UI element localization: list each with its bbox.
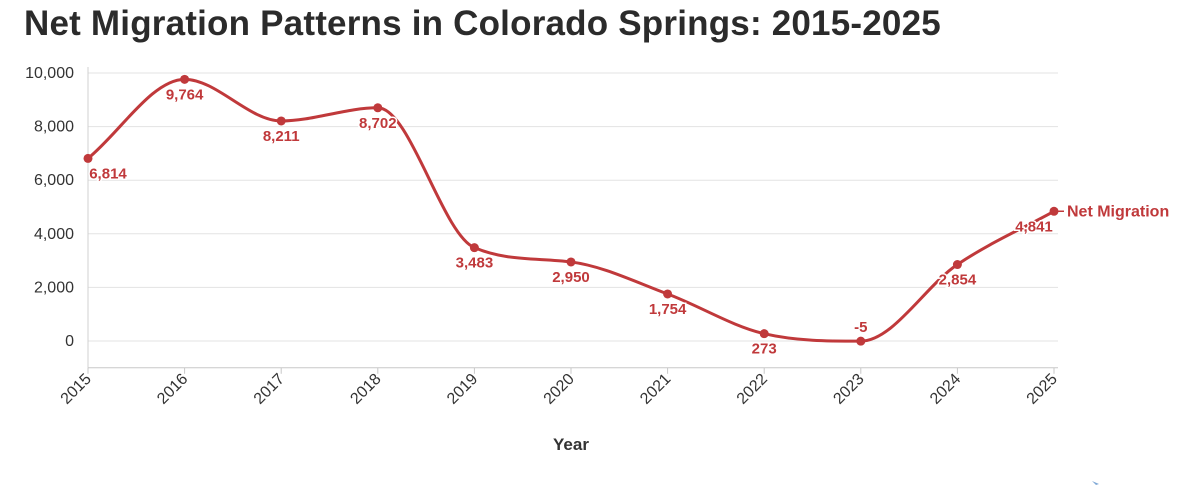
data-label: 2,950 — [552, 269, 590, 286]
data-point — [469, 243, 479, 253]
data-point — [83, 153, 93, 163]
y-tick-label: 10,000 — [25, 65, 74, 82]
x-tick-label: 2017 — [251, 371, 288, 408]
x-tick-label: 2020 — [541, 371, 578, 408]
y-tick-label: 8,000 — [34, 119, 74, 136]
data-point — [663, 289, 673, 299]
x-tick-label: 2022 — [734, 371, 771, 408]
x-tick-label: 2016 — [154, 371, 191, 408]
data-label: 9,764 — [166, 86, 204, 103]
x-tick-label: 2021 — [637, 371, 674, 408]
data-label: 273 — [752, 341, 777, 358]
corner-cursor-icon — [1092, 481, 1099, 485]
series-points — [83, 74, 1059, 346]
data-point — [1049, 206, 1059, 216]
data-label: 3,483 — [456, 255, 494, 272]
data-point — [180, 74, 190, 84]
x-axis-ticks: 2015 2016 2017 2018 2019 2020 2021 2022 2023 2024… — [58, 367, 1061, 408]
series-lines — [86, 77, 1064, 343]
gridlines — [88, 72, 1058, 342]
series-line-net-migration — [86, 77, 1056, 343]
data-label: 1,754 — [649, 301, 687, 318]
data-label: 2,854 — [939, 272, 977, 289]
data-label: 6,814 — [89, 165, 127, 182]
data-label: 8,211 — [263, 128, 300, 145]
data-point — [856, 336, 866, 346]
data-label: 4,841 — [1015, 218, 1053, 235]
axes — [87, 67, 1058, 369]
x-tick-label: 2015 — [58, 371, 95, 408]
x-tick-label: 2024 — [927, 371, 964, 408]
data-labels: 6,814 9,764 8,211 8,702 3,483 2,950 1,754 273 -5… — [88, 85, 1055, 359]
x-axis-title: Year — [553, 435, 589, 454]
data-point — [276, 116, 286, 126]
data-point — [952, 260, 962, 270]
x-tick-label: 2019 — [444, 371, 481, 408]
chart-title: Net Migration Patterns in Colorado Sprin… — [24, 4, 941, 43]
data-point — [373, 103, 383, 113]
y-tick-label: 2,000 — [34, 279, 74, 296]
y-tick-label: 6,000 — [34, 172, 74, 189]
data-point — [566, 257, 576, 267]
data-point — [759, 329, 769, 339]
series-name-label: Net Migration — [1067, 203, 1169, 220]
data-label: 8,702 — [359, 115, 397, 132]
y-tick-label: 0 — [65, 333, 74, 350]
x-tick-label: 2023 — [830, 371, 867, 408]
x-tick-label: 2018 — [347, 371, 384, 408]
y-axis-ticks: 0 2,000 4,000 6,000 8,000 10,000 — [25, 65, 74, 350]
data-label: -5 — [854, 319, 867, 336]
y-tick-label: 4,000 — [34, 226, 74, 243]
x-tick-label: 2025 — [1024, 371, 1061, 408]
